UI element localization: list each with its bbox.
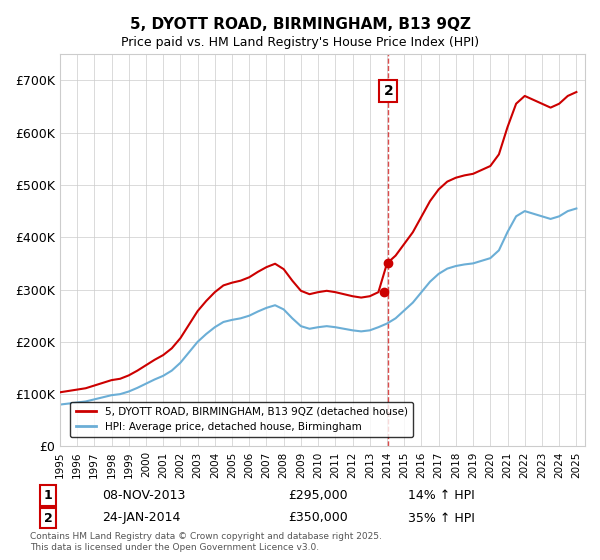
Text: 35% ↑ HPI: 35% ↑ HPI: [408, 511, 475, 525]
Text: 2: 2: [383, 84, 393, 98]
Text: 2: 2: [44, 511, 52, 525]
Text: 14% ↑ HPI: 14% ↑ HPI: [408, 489, 475, 502]
Text: £350,000: £350,000: [288, 511, 348, 525]
Text: 24-JAN-2014: 24-JAN-2014: [102, 511, 181, 525]
Text: 08-NOV-2013: 08-NOV-2013: [102, 489, 185, 502]
Text: £295,000: £295,000: [288, 489, 347, 502]
Text: Contains HM Land Registry data © Crown copyright and database right 2025.
This d: Contains HM Land Registry data © Crown c…: [30, 532, 382, 552]
Text: 5, DYOTT ROAD, BIRMINGHAM, B13 9QZ: 5, DYOTT ROAD, BIRMINGHAM, B13 9QZ: [130, 17, 470, 32]
Text: Price paid vs. HM Land Registry's House Price Index (HPI): Price paid vs. HM Land Registry's House …: [121, 36, 479, 49]
Legend: 5, DYOTT ROAD, BIRMINGHAM, B13 9QZ (detached house), HPI: Average price, detache: 5, DYOTT ROAD, BIRMINGHAM, B13 9QZ (deta…: [70, 402, 413, 437]
Text: 1: 1: [44, 489, 52, 502]
